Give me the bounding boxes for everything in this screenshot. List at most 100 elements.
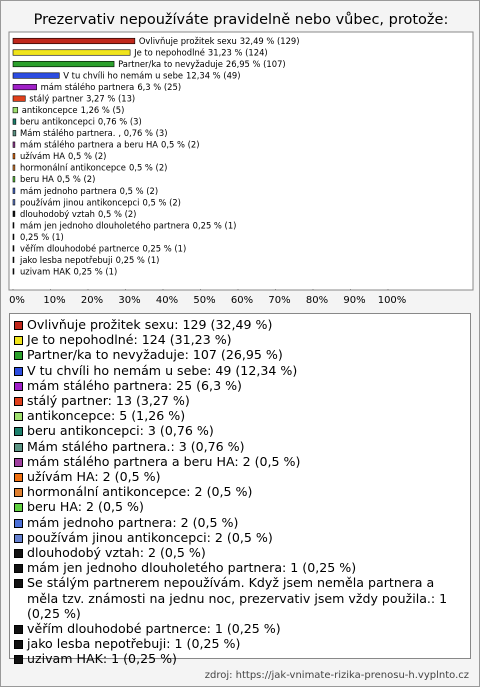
bar bbox=[12, 84, 37, 91]
bar bbox=[12, 60, 115, 68]
category-label: Mám stálého partnera. bbox=[20, 128, 115, 138]
category-label: antikoncepce bbox=[22, 105, 78, 115]
legend-label: Je to nepohodlné: 124 (31,23 %) bbox=[27, 332, 232, 348]
value-label: 0,5 % (2) bbox=[120, 185, 158, 195]
bar bbox=[12, 233, 15, 240]
legend-swatch bbox=[14, 397, 23, 407]
legend-swatch bbox=[14, 625, 23, 635]
legend-item: Partner/ka to nevyžaduje: 107 (26,95 %) bbox=[14, 347, 466, 362]
legend-item: hormonální antikoncepce: 2 (0,5 %) bbox=[14, 484, 466, 499]
legend-label: uzivam HAK: 1 (0,25 %) bbox=[27, 651, 177, 667]
legend-item: dlouhodobý vztah: 2 (0,5 %) bbox=[14, 545, 466, 560]
bar-label: Ovlivňuje prožitek sexu 32,49 % (129) bbox=[139, 36, 300, 46]
legend-swatch bbox=[14, 564, 23, 574]
value-label: , 0,76 % (3) bbox=[118, 128, 167, 138]
legend-item: Ovlivňuje prožitek sexu: 129 (32,49 %) bbox=[14, 317, 466, 332]
legend-item: jako lesba nepotřebuji: 1 (0,25 %) bbox=[14, 636, 466, 651]
legend-swatch bbox=[14, 640, 23, 650]
bar-label: antikoncepce 1,26 % (5) bbox=[22, 105, 125, 115]
category-label: Je to nepohodlné bbox=[133, 47, 205, 57]
legend-label: mám stálého partnera: 25 (6,3 %) bbox=[27, 377, 242, 393]
bar-label: Je to nepohodlné 31,23 % (124) bbox=[133, 47, 268, 57]
legend-label: věřím dlouhodobé partnerce: 1 (0,25 %) bbox=[27, 621, 281, 637]
bar-label: používám jinou antikoncepci 0,5 % (2) bbox=[20, 197, 181, 207]
value-label: 0,25 % (1) bbox=[142, 243, 186, 253]
legend-item: stálý partner: 13 (3,27 %) bbox=[14, 393, 466, 408]
x-tick-label: 50% bbox=[193, 295, 215, 306]
legend-swatch bbox=[14, 336, 23, 346]
legend-item: uzivam HAK: 1 (0,25 %) bbox=[14, 651, 466, 666]
legend-swatch bbox=[14, 366, 23, 376]
legend-swatch bbox=[14, 473, 23, 483]
legend-label: mám jednoho partnera: 2 (0,5 %) bbox=[27, 514, 239, 530]
category-label: mám jednoho partnera bbox=[20, 185, 117, 195]
legend-item: mám jednoho partnera: 2 (0,5 %) bbox=[14, 515, 466, 530]
value-label: 0,5 % (2) bbox=[57, 174, 95, 184]
legend-label: stálý partner: 13 (3,27 %) bbox=[27, 393, 190, 409]
bar bbox=[12, 199, 16, 206]
bar bbox=[12, 141, 16, 148]
legend-item: Se stálým partnerem nepoužívám. Když jse… bbox=[14, 575, 466, 621]
legend-item: beru HA: 2 (0,5 %) bbox=[14, 499, 466, 514]
legend-item: Mám stálého partnera.: 3 (0,76 %) bbox=[14, 439, 466, 454]
bar-label: mám jednoho partnera 0,5 % (2) bbox=[20, 185, 158, 195]
legend-label: antikoncepce: 5 (1,26 %) bbox=[27, 408, 186, 424]
legend-swatch bbox=[14, 549, 23, 559]
category-label: V tu chvíli ho nemám u sebe bbox=[63, 70, 183, 80]
legend-label: Partner/ka to nevyžaduje: 107 (26,95 %) bbox=[27, 347, 283, 363]
legend-label: užívám HA: 2 (0,5 %) bbox=[27, 469, 161, 485]
category-label: mám stálého partnera a beru HA bbox=[20, 139, 158, 149]
legend-item: mám stálého partnera a beru HA: 2 (0,5 %… bbox=[14, 454, 466, 469]
category-label: používám jinou antikoncepci bbox=[20, 197, 139, 207]
value-label: 0,25 % (1) bbox=[20, 231, 64, 241]
category-label: mám stálého partnera bbox=[41, 82, 135, 92]
value-label: 0,25 % (1) bbox=[73, 266, 117, 276]
bar bbox=[12, 187, 16, 194]
source: zdroj: https://jak-vnimate-rizika-prenos… bbox=[204, 670, 469, 681]
bar bbox=[12, 130, 17, 137]
category-label: beru HA bbox=[20, 174, 54, 184]
legend-label: Ovlivňuje prožitek sexu: 129 (32,49 %) bbox=[27, 317, 273, 332]
value-label: 0,5 % (2) bbox=[98, 208, 136, 218]
legend-label: hormonální antikoncepce: 2 (0,5 %) bbox=[27, 484, 253, 500]
value-label: 6,3 % (25) bbox=[137, 82, 181, 92]
bar-label: dlouhodobý vztah 0,5 % (2) bbox=[20, 208, 136, 218]
value-label: 1,26 % (5) bbox=[81, 105, 125, 115]
x-tick-label: 70% bbox=[268, 295, 290, 306]
bar-label: užívám HA 0,5 % (2) bbox=[20, 151, 106, 161]
legend-item: mám jen jednoho dlouholetého partnera: 1… bbox=[14, 560, 466, 575]
legend-item: Je to nepohodlné: 124 (31,23 %) bbox=[14, 332, 466, 347]
legend-item: antikoncepce: 5 (1,26 %) bbox=[14, 408, 466, 423]
bar-label: 0,25 % (1) bbox=[20, 231, 64, 241]
bar-label: mám jen jednoho dlouholetého partnera 0,2… bbox=[20, 220, 236, 230]
bar bbox=[12, 49, 131, 56]
x-tick-label: 30% bbox=[118, 295, 140, 306]
legend-swatch bbox=[14, 427, 23, 437]
legend-item: mám stálého partnera: 25 (6,3 %) bbox=[14, 378, 466, 393]
chart-title: Prezervativ nepoužíváte pravidelně nebo … bbox=[34, 12, 449, 28]
value-label: 0,25 % (1) bbox=[116, 254, 160, 264]
legend-item: V tu chvíli ho nemám u sebe: 49 (12,34 %… bbox=[14, 363, 466, 378]
bar bbox=[12, 164, 16, 171]
x-tick-label: 90% bbox=[343, 295, 365, 306]
bar-label: V tu chvíli ho nemám u sebe 12,34 % (49) bbox=[63, 70, 240, 80]
value-label: 32,49 % (129) bbox=[240, 36, 300, 46]
x-tick-label: 40% bbox=[156, 295, 178, 306]
legend-item: věřím dlouhodobé partnerce: 1 (0,25 %) bbox=[14, 621, 466, 636]
bar bbox=[12, 153, 16, 160]
bar-label: Mám stálého partnera., 0,76 % (3) bbox=[20, 128, 168, 138]
value-label: 31,23 % (124) bbox=[208, 47, 268, 57]
bar-label: stálý partner 3,27 % (13) bbox=[29, 93, 135, 103]
legend-swatch bbox=[14, 351, 23, 361]
x-tick-label: 20% bbox=[81, 295, 103, 306]
value-label: 0,76 % (3) bbox=[98, 116, 142, 126]
legend-swatch bbox=[14, 381, 23, 391]
legend-swatch bbox=[14, 442, 23, 452]
category-label: dlouhodobý vztah bbox=[20, 208, 95, 218]
x-tick-label: 0% bbox=[9, 295, 25, 306]
x-tick-label: 60% bbox=[231, 295, 253, 306]
category-label: hormonální antikoncepce bbox=[20, 162, 126, 172]
legend-label: jako lesba nepotřebuji: 1 (0,25 %) bbox=[27, 636, 241, 652]
bar bbox=[12, 256, 15, 263]
